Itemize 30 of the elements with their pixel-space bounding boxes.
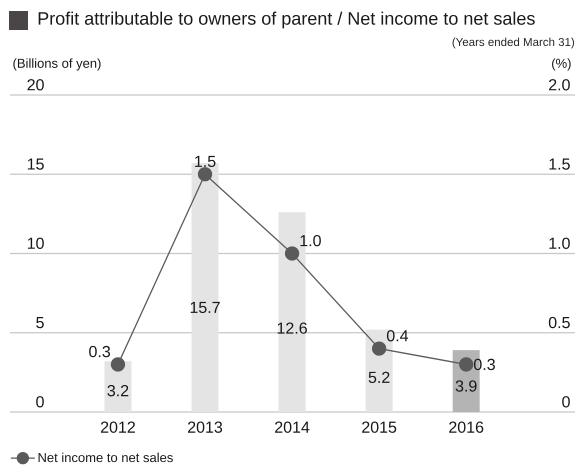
y2-tick-label: 0.5 <box>548 316 570 328</box>
data-label: 1.5 <box>195 156 216 168</box>
data-label: 1.0 <box>300 234 321 246</box>
legend-label: Net income to net sales <box>38 452 173 462</box>
x-tick-label: 2013 <box>188 422 222 433</box>
y-axis-title: (Billions of yen) <box>13 58 101 70</box>
x-tick-label: 2016 <box>449 422 484 433</box>
data-label: 5.2 <box>368 372 390 384</box>
data-label: 0.3 <box>89 346 110 358</box>
y-tick-label: 20 <box>27 79 44 90</box>
y-tick-label: 0 <box>36 396 44 408</box>
y-tick-label: 5 <box>36 317 44 328</box>
y2-tick-label: 2.0 <box>549 79 570 90</box>
data-label: 3.2 <box>107 385 128 396</box>
y-tick-label: 10 <box>28 238 44 249</box>
y2-axis-title: (%) <box>552 58 571 70</box>
data-label: 3.9 <box>456 380 477 392</box>
x-tick-label: 2015 <box>362 422 396 433</box>
x-tick-label: 2012 <box>100 422 135 433</box>
data-label: 12.6 <box>278 322 307 334</box>
chart-subtitle: (Years ended March 31) <box>452 38 574 48</box>
data-label: 0.4 <box>386 330 408 342</box>
y2-tick-label: 0 <box>562 396 570 408</box>
data-label: 15.7 <box>190 302 220 314</box>
chart-title: Profit attributable to owners of parent / Net income to net sales <box>38 12 535 28</box>
y-tick-label: 15 <box>28 158 44 170</box>
data-label: 0.3 <box>474 358 495 370</box>
x-tick-label: 2014 <box>275 422 310 433</box>
y2-tick-label: 1.0 <box>549 238 570 249</box>
y2-tick-label: 1.5 <box>549 158 570 170</box>
